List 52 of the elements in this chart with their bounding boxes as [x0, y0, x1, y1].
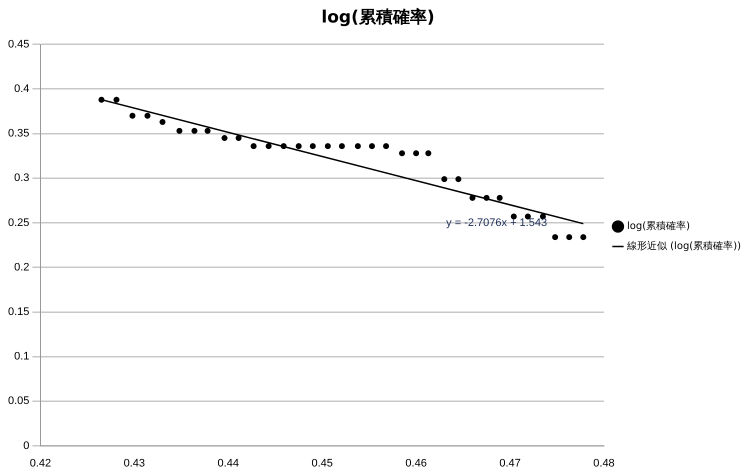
- point: [222, 135, 228, 142]
- point: [266, 143, 272, 150]
- x-tick-label: 0.45: [311, 457, 333, 470]
- point: [354, 143, 361, 150]
- y-tick-label: 0.3: [14, 172, 30, 184]
- y-tick-label: 0.2: [14, 261, 30, 274]
- point: [129, 112, 136, 119]
- point: [413, 150, 420, 156]
- point: [113, 96, 120, 103]
- x-tick-label: 0.44: [218, 457, 239, 470]
- point: [484, 194, 490, 201]
- point: [191, 128, 198, 134]
- point: [383, 143, 390, 150]
- point: [399, 150, 406, 156]
- x-tick-label: 0.46: [405, 457, 427, 470]
- legend-label: 線形近似 (log(累積確率)): [626, 240, 742, 252]
- y-tick-label: 0.25: [8, 216, 30, 229]
- y-tick-label: 0.4: [14, 83, 30, 96]
- y-tick-label: 0.15: [8, 306, 30, 318]
- point: [580, 234, 586, 240]
- point: [250, 143, 257, 150]
- point: [368, 143, 375, 150]
- x-tick-label: 0.48: [593, 457, 615, 470]
- y-tick-label: 0.45: [8, 38, 30, 50]
- point: [510, 214, 517, 220]
- chart-title: log(累積確率): [321, 8, 435, 28]
- x-tick-label: 0.43: [124, 457, 146, 470]
- point: [236, 135, 242, 142]
- point: [566, 234, 572, 240]
- point: [176, 128, 182, 134]
- point: [425, 150, 432, 156]
- point: [98, 96, 104, 103]
- legend-label: log(累積確率): [626, 220, 690, 232]
- y-tick-label: 0.1: [14, 350, 30, 363]
- y-tick-label: 0: [23, 440, 30, 452]
- x-tick-label: 0.42: [30, 457, 52, 470]
- point: [338, 143, 345, 150]
- point: [455, 176, 462, 182]
- point: [160, 119, 166, 126]
- point: [496, 194, 503, 201]
- point: [441, 176, 448, 182]
- point: [296, 143, 302, 150]
- point: [144, 112, 150, 119]
- point: [310, 143, 316, 150]
- point: [280, 143, 287, 150]
- point: [324, 143, 331, 150]
- y-tick-label: 0.35: [8, 128, 30, 140]
- point: [204, 128, 211, 134]
- y-tick-label: 0.05: [8, 395, 30, 408]
- annotation: y = -2.7076x + 1.543: [446, 217, 548, 230]
- x-tick-label: 0.47: [499, 457, 521, 470]
- point: [552, 234, 558, 240]
